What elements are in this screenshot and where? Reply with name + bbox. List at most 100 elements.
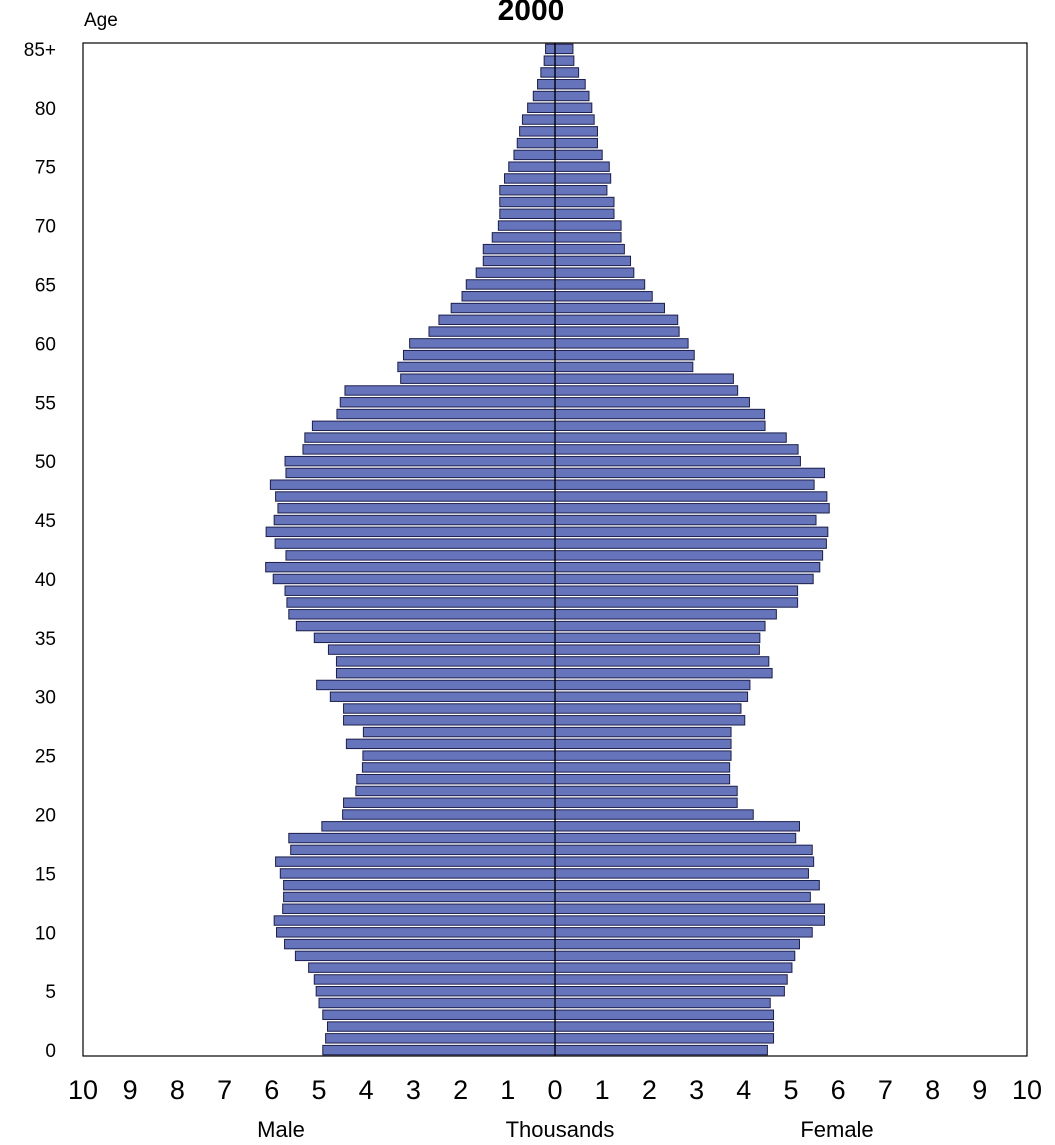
bar-female-age-20	[554, 809, 754, 820]
y-tick-label: 0	[45, 1041, 56, 1062]
bar-male-age-77	[516, 137, 556, 149]
bar-male-age-28	[343, 715, 556, 726]
bar-female-age-1	[554, 1033, 775, 1044]
x-tick-label: 4	[736, 1075, 751, 1105]
bar-male-age-57	[400, 373, 556, 384]
bar-male-age-1	[325, 1033, 556, 1044]
x-tick-label: 10	[1012, 1075, 1042, 1105]
bar-female-age-58	[554, 361, 694, 373]
bar-male-age-30	[329, 691, 556, 702]
bar-male-age-48	[269, 479, 556, 490]
bar-male-age-58	[397, 361, 556, 373]
bar-male-age-78	[519, 126, 556, 137]
y-axis-label: Age	[84, 10, 118, 31]
bar-female-age-43	[554, 538, 827, 549]
bar-male-age-67	[482, 255, 556, 267]
bar-female-age-42	[554, 550, 824, 561]
bar-male-age-18	[288, 832, 556, 844]
bar-female-age-75	[554, 161, 610, 172]
bar-male-age-73	[499, 185, 556, 196]
bar-male-age-35	[313, 632, 556, 644]
bar-male-age-54	[336, 408, 556, 420]
bar-male-age-39	[284, 585, 556, 596]
bar-female-age-29	[554, 703, 742, 714]
bar-male-age-19	[321, 821, 556, 832]
bar-male-age-10	[276, 927, 556, 938]
bar-female-age-51	[554, 444, 799, 455]
bar-female-age-55	[554, 397, 750, 408]
bar-male-age-45	[273, 514, 556, 526]
bar-female-age-18	[554, 832, 797, 844]
x-tick-label: 9	[972, 1075, 987, 1105]
bar-female-age-59	[554, 349, 695, 361]
x-tick-label: 8	[925, 1075, 940, 1105]
y-tick-label: 5	[45, 982, 56, 1003]
bar-male-age-11	[273, 915, 556, 926]
bar-male-age-55	[339, 397, 556, 408]
bar-male-age-80	[527, 102, 556, 113]
bar-female-age-14	[554, 879, 820, 891]
bar-male-age-22	[355, 785, 556, 797]
bar-female-age-24	[554, 762, 731, 773]
x-tick-label: 2	[453, 1075, 468, 1105]
x-tick-label: 1	[595, 1075, 610, 1105]
bar-male-age-71	[499, 208, 556, 220]
bar-female-age-8	[554, 950, 796, 962]
bar-male-age-6	[313, 974, 556, 985]
y-tick-label: 50	[35, 452, 56, 473]
y-tick-label: 35	[35, 629, 56, 650]
x-tick-label: 7	[878, 1075, 893, 1105]
bar-male-age-59	[402, 349, 556, 361]
bar-female-age-44	[554, 526, 829, 538]
bar-male-age-68	[482, 243, 556, 255]
y-tick-label: 75	[35, 158, 56, 179]
bar-female-age-73	[554, 185, 608, 196]
bar-female-age-35	[554, 632, 761, 644]
bar-male-age-16	[275, 856, 556, 867]
bar-male-age-13	[283, 891, 556, 903]
x-tick-label: 9	[123, 1075, 138, 1105]
bar-male-age-66	[475, 267, 556, 278]
bar-male-age-14	[283, 879, 556, 891]
bar-female-age-7	[554, 962, 793, 973]
x-tick-label: 1	[500, 1075, 515, 1105]
bar-female-age-26	[554, 738, 732, 750]
bar-male-age-0	[322, 1044, 556, 1056]
bar-male-age-33	[335, 656, 556, 667]
bar-female-age-74	[554, 173, 612, 184]
bars-group	[265, 43, 830, 1056]
x-tick-label: 8	[170, 1075, 185, 1105]
bar-male-age-65	[465, 279, 556, 290]
bar-female-age-11	[554, 915, 826, 926]
bar-female-age-23	[554, 773, 731, 785]
bar-female-age-10	[554, 927, 813, 938]
bar-female-age-80	[554, 102, 593, 113]
x-tick-label: 10	[68, 1075, 98, 1105]
bar-female-age-34	[554, 644, 760, 655]
bar-female-age-67	[554, 255, 632, 267]
bar-female-age-84	[554, 55, 575, 66]
bar-female-age-5	[554, 986, 785, 997]
bar-male-age-69	[491, 232, 556, 243]
bar-male-age-7	[308, 962, 556, 973]
bar-male-age-25	[362, 750, 556, 761]
bar-female-age-71	[554, 208, 615, 220]
bar-male-age-62	[438, 314, 556, 326]
x-tick-label: 5	[311, 1075, 326, 1105]
bar-female-age-76	[554, 149, 603, 161]
bar-male-age-40	[272, 573, 556, 585]
bar-male-age-37	[288, 609, 556, 620]
bar-female-age-53	[554, 420, 766, 432]
x-tick-label: 4	[359, 1075, 374, 1105]
y-tick-label: 60	[35, 334, 56, 355]
bar-male-age-17	[290, 844, 556, 856]
y-tick-label: 10	[35, 923, 56, 944]
bar-female-age-56	[554, 385, 739, 396]
bar-female-age-15	[554, 868, 809, 879]
x-tick-label: 6	[831, 1075, 846, 1105]
bar-female-age-60	[554, 338, 689, 349]
bar-male-age-20	[342, 809, 556, 820]
bar-female-age-82	[554, 79, 586, 90]
y-tick-label: 80	[35, 99, 56, 120]
bar-female-age-41	[554, 561, 821, 573]
